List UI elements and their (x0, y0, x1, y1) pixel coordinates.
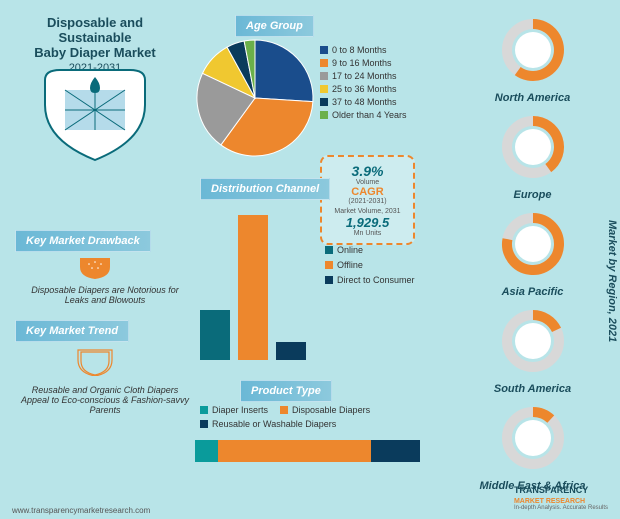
dist-bar-chart (200, 210, 320, 360)
cagr-vol-label: Volume (328, 179, 407, 186)
trend-label: Key Market Trend (15, 320, 129, 342)
title-line1: Disposable and Sustainable (15, 15, 175, 45)
age-group-label: Age Group (235, 15, 314, 37)
logo-tagline: In-depth Analysis. Accurate Results (514, 505, 608, 511)
logo-text2: MARKET RESEARCH (514, 498, 585, 505)
drawback-label: Key Market Drawback (15, 230, 151, 252)
logo-text1: TRANSPARENCY (514, 485, 588, 495)
trend-text: Reusable and Organic Cloth Diapers Appea… (20, 385, 190, 415)
title-line2: Baby Diaper Market (15, 45, 175, 60)
logo: TRANSPARENCY MARKET RESEARCH In-depth An… (514, 485, 608, 511)
footer-url: www.transparencymarketresearch.com (12, 506, 150, 515)
cagr-period: (2021-2031) (328, 198, 407, 205)
dist-channel-label: Distribution Channel (200, 178, 330, 200)
cagr-unit: Mn Units (328, 230, 407, 237)
age-legend: 0 to 8 Months9 to 16 Months17 to 24 Mont… (320, 45, 407, 123)
cagr-value: 1,929.5 (328, 215, 407, 230)
cagr-pct: 3.9% (328, 163, 407, 179)
region-gauges: North America Europe Asia Pacific South … (455, 15, 610, 500)
product-type-label: Product Type (240, 380, 332, 402)
drawback-text: Disposable Diapers are Notorious for Lea… (25, 285, 185, 305)
cagr-text: CAGR (351, 186, 383, 198)
product-legend: Diaper InsertsDisposable DiapersReusable… (200, 405, 420, 429)
infographic-root: Disposable and Sustainable Baby Diaper M… (0, 0, 620, 519)
cagr-box: 3.9% Volume CAGR (2021-2031) Market Volu… (320, 155, 415, 245)
age-pie-chart (195, 38, 315, 158)
cagr-mv-label: Market Volume, 2031 (328, 208, 407, 215)
product-stacked-bar (195, 440, 420, 462)
diaper-icon (35, 65, 155, 165)
dist-legend: OnlineOfflineDirect to Consumer (325, 245, 415, 290)
trend-icon (75, 348, 115, 376)
drawback-icon (75, 255, 115, 280)
